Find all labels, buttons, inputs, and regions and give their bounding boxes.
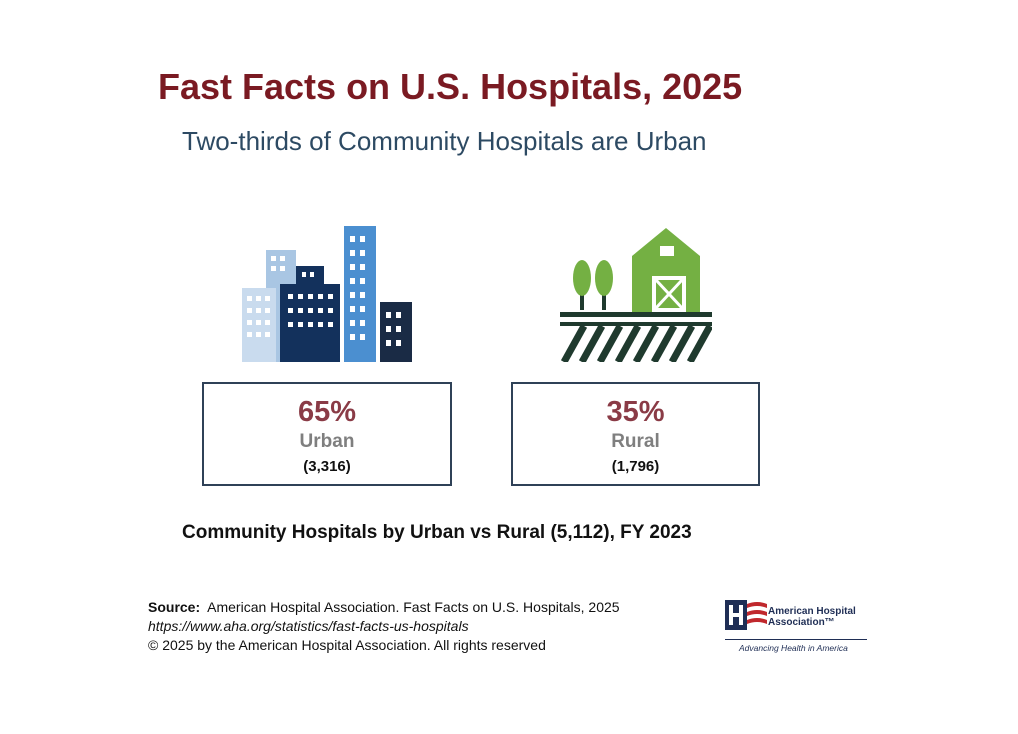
figure-caption: Community Hospitals by Urban vs Rural (5… bbox=[182, 522, 692, 543]
source-block: Source: American Hospital Association. F… bbox=[148, 598, 620, 655]
aha-logo: American Hospital Association™ Advancing… bbox=[725, 598, 875, 658]
source-url: https://www.aha.org/statistics/fast-fact… bbox=[148, 618, 469, 634]
aha-flag-h-icon bbox=[725, 600, 767, 630]
rural-count: (1,796) bbox=[611, 458, 660, 475]
urban-percent: 65% bbox=[297, 396, 357, 428]
page-subtitle: Two-thirds of Community Hospitals are Ur… bbox=[182, 126, 707, 156]
rural-label: Rural bbox=[611, 431, 660, 452]
urban-label: Urban bbox=[299, 431, 355, 452]
aha-logo-name: American Hospital Association™ bbox=[768, 606, 856, 628]
aha-logo-tagline: Advancing Health in America bbox=[739, 643, 848, 653]
rural-stat-box: 35% Rural (1,796) bbox=[511, 382, 760, 486]
source-text: American Hospital Association. Fast Fact… bbox=[207, 599, 620, 615]
page-title: Fast Facts on U.S. Hospitals, 2025 bbox=[158, 66, 743, 107]
aha-logo-divider bbox=[725, 639, 867, 640]
urban-stat-box: 65% Urban (3,316) bbox=[202, 382, 452, 486]
rural-percent: 35% bbox=[606, 396, 665, 428]
farm-barn-icon bbox=[560, 228, 712, 362]
city-buildings-icon bbox=[242, 226, 412, 362]
copyright-text: © 2025 by the American Hospital Associat… bbox=[148, 637, 546, 653]
urban-count: (3,316) bbox=[303, 458, 351, 475]
source-label: Source: bbox=[148, 599, 201, 615]
